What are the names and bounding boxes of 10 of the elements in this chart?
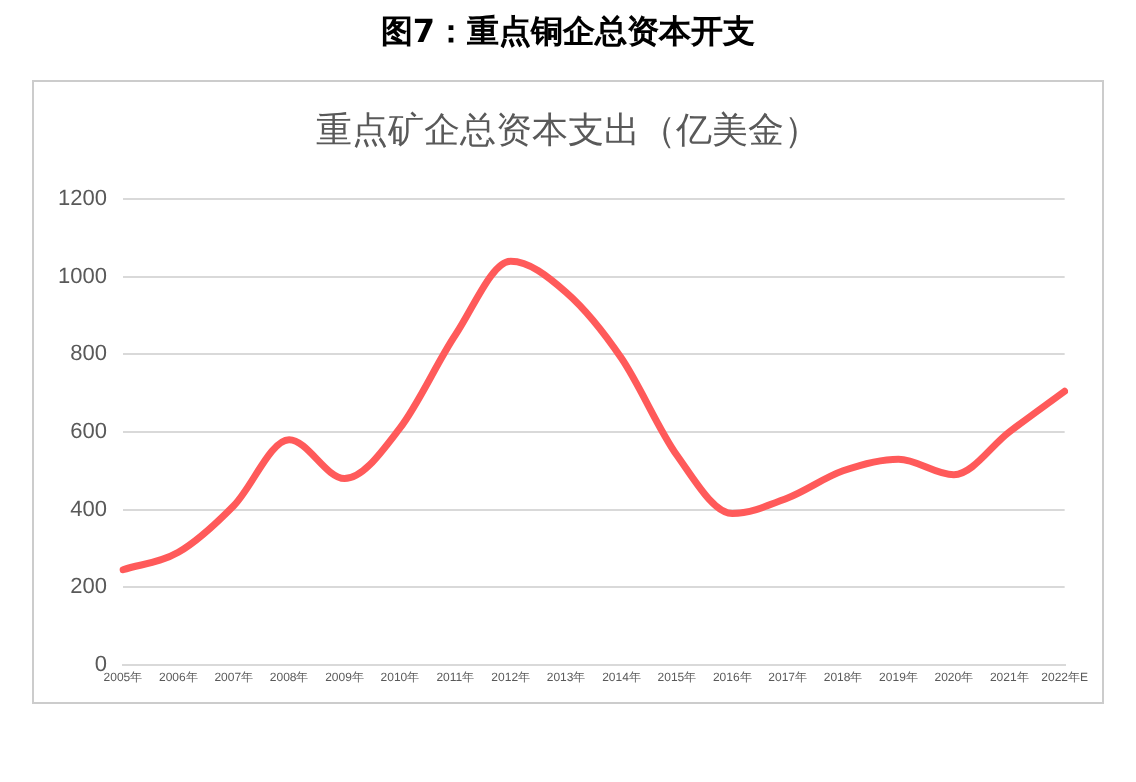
y-tick-label: 400 — [70, 497, 107, 522]
y-tick-label: 1000 — [57, 264, 107, 289]
chart-title: 图7：重点铜企总资本开支 — [378, 12, 758, 54]
y-tick-label: 600 — [70, 420, 107, 445]
y-tick-label: 200 — [70, 575, 107, 600]
y-tick-label: 800 — [70, 342, 107, 367]
y-tick-label: 1200 — [57, 187, 107, 212]
y-tick-label: 0 — [94, 652, 107, 677]
chart-subtitle: 重点矿企总资本支出（亿美金） — [314, 108, 822, 154]
line-series — [119, 257, 1069, 574]
